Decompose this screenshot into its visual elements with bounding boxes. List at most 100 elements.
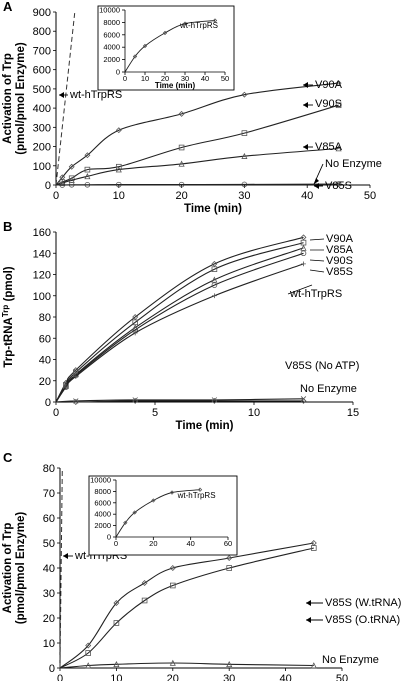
series-label-no-enzyme: No Enzyme [325,158,382,170]
label-arrowhead [306,617,311,623]
data-point-wt-htrprs [132,510,137,515]
x-tick-label: 40 [186,539,194,548]
y-axis-label: Trp-tRNATrp (pmol) [1,266,16,367]
y-tick-label: 200 [33,142,51,154]
series-label-v85s-o-trna: V85S (O.tRNA) [325,614,400,626]
data-point-wt-htrprs [123,520,128,525]
x-tick-label: 50 [336,673,348,681]
inset-series-label-wt-htrprs: wt-hTrpRS [177,491,216,500]
y-tick-label: 60 [39,333,51,345]
y-tick-label: 900 [33,7,51,19]
data-point-no-enzyme [211,397,218,404]
data-point-v90s [84,166,91,173]
y-axis-label-line2: (pmol/pmol Enzyme) [15,42,27,155]
data-point-no-enzyme [336,182,341,188]
series-line-v85a [55,242,304,403]
data-point-v85s-o-trna [141,597,148,604]
x-tick-label: 20 [167,673,179,681]
series-line-v90a [55,236,304,403]
y-tick-label: 0 [45,180,51,192]
x-tick-label: 10 [141,74,149,83]
data-point-wt-htrprs [162,30,168,36]
y-tick-label: 2000 [94,521,111,530]
series-label-v90s: V90S [326,255,353,267]
data-point-no-enzyme [72,399,79,405]
y-tick-label: 20 [43,613,55,625]
data-point-v85a [84,173,91,180]
data-point-wt-htrprs [169,490,175,495]
data-point-v85s-w-trna [85,642,92,649]
label-leader [287,284,313,295]
data-point-v85a [178,160,185,167]
y-tick-label: 6000 [103,30,120,39]
data-point-v85s-o-trna [113,620,120,626]
y-tick-label: 2000 [103,55,120,64]
data-point-v90a [335,80,342,87]
label-arrowhead [303,144,308,150]
series-label-v85s: V85S [326,266,353,278]
data-point-no-enzyme [226,660,233,668]
y-tick-label: 700 [33,45,51,57]
y-axis-label-unit: (pmol) [3,266,15,304]
panel-letter: A [3,0,13,14]
y-axis-label: Activation of Trp(pmol/pmol Enzyme) [2,42,27,155]
y-tick-label: 50 [43,538,55,550]
data-point-v85s-o-trna [169,582,176,589]
data-point-wt-htrprs [142,43,148,49]
x-tick-label: 0 [114,539,118,548]
x-tick-label: 50 [221,74,229,83]
x-tick-label: 40 [201,74,209,83]
label-leader [309,238,325,241]
data-point-v85s-w-trna [113,600,120,606]
data-point-wt-htrprs [212,18,218,23]
data-point-v85s [300,250,307,257]
series-label-v90s: V90S [315,98,342,110]
x-tick-label: 20 [161,74,169,83]
data-point-wt-htrprs [182,21,188,26]
inset-series-label-wt-htrprs: wt-hTrpRS [179,21,218,30]
series-label-v85a: V85A [326,244,354,256]
y-tick-label: 100 [33,291,51,303]
data-point-v85s-w-trna [141,580,148,586]
x-tick-label: 60 [224,539,232,548]
data-point-v85s-w-trna [226,555,233,561]
label-leader [309,269,325,273]
data-point-v90a [84,152,91,159]
panel-b: B 0 5 10 15 0 20 40 60 80 100 120 140 160 Time (min) Tr… [1,219,360,432]
y-axis-label-line2: (pmol/pmol Enzyme) [15,512,27,625]
series-label-v85a: V85A [315,141,343,153]
data-point-v90s [300,244,307,251]
data-point-wt-htrprs [301,261,306,267]
data-point-no-enzyme [300,397,307,404]
y-tick-label: 20 [39,376,51,388]
series-line-v90s [55,104,339,186]
inset-frame [97,5,235,91]
y-tick-label: 300 [33,122,51,134]
y-tick-label: 140 [33,248,51,260]
y-tick-label: 4000 [94,510,111,519]
y-tick-label: 0 [116,68,120,77]
x-tick-label: 5 [152,407,158,419]
x-tick-label: 40 [279,673,291,681]
series-label-wt-htrprs: wt-hTrpRS [289,288,342,300]
series-label-wt-htrprs: wt-hTrpRS [69,89,122,101]
series-line-v85s-w-trna [59,542,314,669]
y-tick-label: 30 [43,588,55,600]
series-line-no-enzyme [59,662,314,669]
x-tick-label: 0 [57,673,63,681]
x-tick-label: 15 [347,407,359,419]
data-point-no-enzyme [85,662,92,669]
x-tick-label: 20 [175,190,187,202]
x-tick-label: 30 [238,190,250,202]
series-label-no-enzyme: No Enzyme [322,654,379,666]
series-line-v85s-no-atp [55,398,304,403]
data-point-wt-htrprs [151,498,156,503]
label-arrowhead [59,92,64,98]
data-point-v90s [335,102,342,109]
y-axis-label-line1: Activation of Trp [2,523,14,614]
y-tick-label: 0 [107,533,111,542]
x-tick-label: 30 [223,673,235,681]
data-point-v90a [241,91,248,98]
y-axis-label-superscript: Trp [1,305,10,318]
